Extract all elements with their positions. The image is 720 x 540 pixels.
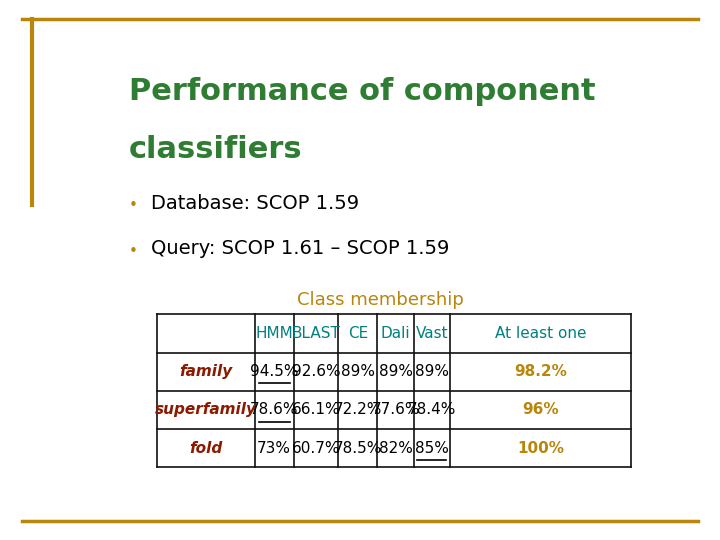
Text: 100%: 100% [517,441,564,456]
Text: 94.5%: 94.5% [250,364,298,379]
Text: 78.4%: 78.4% [408,402,456,417]
Text: superfamily: superfamily [155,402,257,417]
Text: 85%: 85% [415,441,449,456]
Text: Dali: Dali [381,326,410,341]
Text: 92.6%: 92.6% [292,364,341,379]
Text: family: family [179,364,233,379]
Text: Database: SCOP 1.59: Database: SCOP 1.59 [151,194,359,213]
Text: 82%: 82% [379,441,413,456]
Text: At least one: At least one [495,326,586,341]
Text: •: • [129,198,138,213]
Text: 66.1%: 66.1% [292,402,341,417]
Text: •: • [129,244,138,259]
Bar [157,314,631,467]
Text: 78.6%: 78.6% [250,402,298,417]
Text: Vast: Vast [415,326,448,341]
Text: BLAST: BLAST [292,326,341,341]
Text: CE: CE [348,326,368,341]
Text: 73%: 73% [257,441,291,456]
Text: 89%: 89% [415,364,449,379]
Text: 98.2%: 98.2% [514,364,567,379]
Text: 72.2%: 72.2% [333,402,382,417]
Text: Class membership: Class membership [297,292,464,309]
Text: 89%: 89% [379,364,413,379]
Text: 77.6%: 77.6% [372,402,420,417]
Text: 96%: 96% [522,402,559,417]
Text: Query: SCOP 1.61 – SCOP 1.59: Query: SCOP 1.61 – SCOP 1.59 [151,239,450,259]
Text: 89%: 89% [341,364,375,379]
Text: classifiers: classifiers [129,136,302,165]
Text: 60.7%: 60.7% [292,441,341,456]
Text: 78.5%: 78.5% [333,441,382,456]
Text: HMM: HMM [256,326,293,341]
Text: Performance of component: Performance of component [129,77,595,106]
Text: fold: fold [189,441,222,456]
